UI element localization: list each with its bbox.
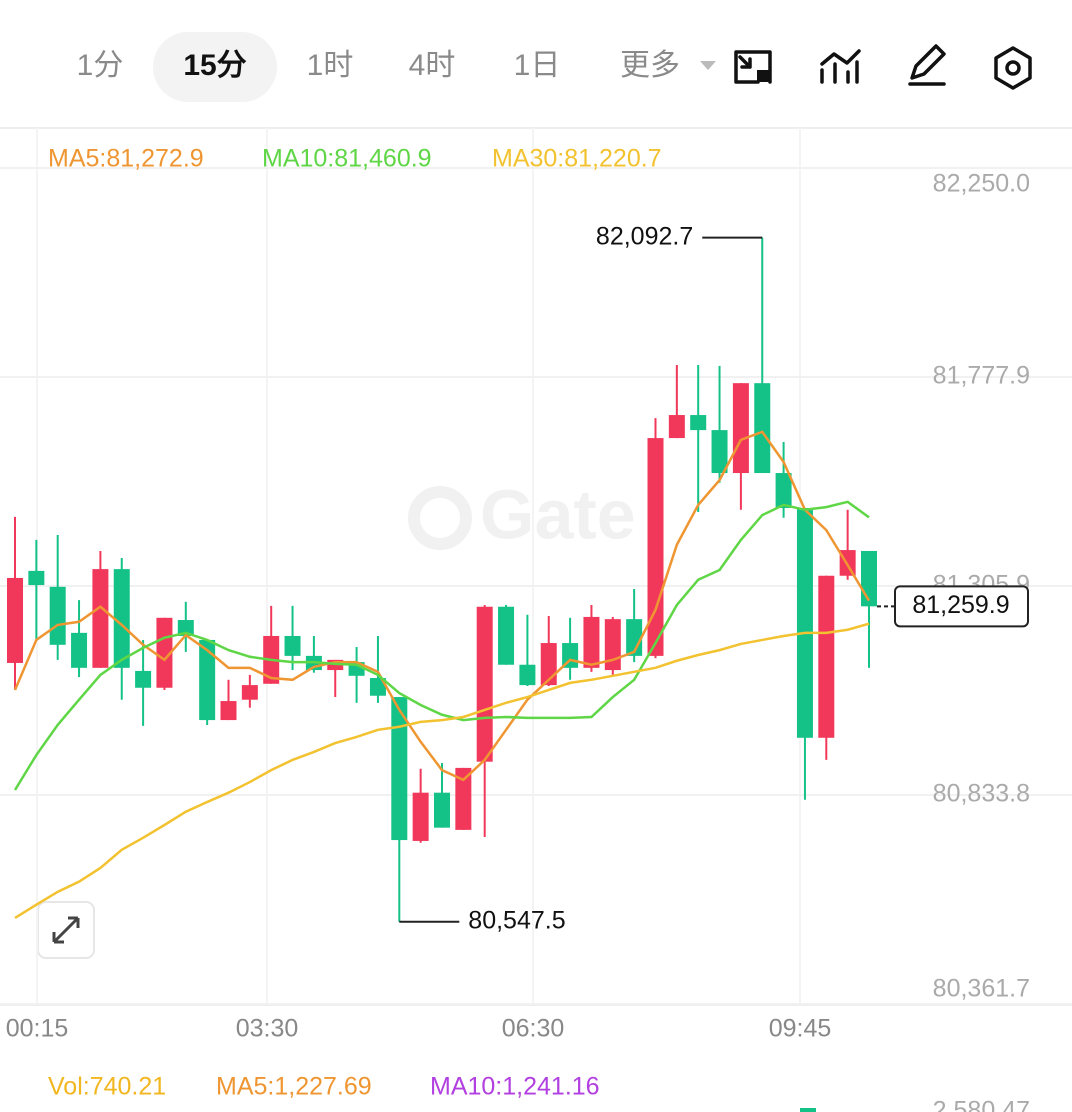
candle-body <box>818 575 835 738</box>
dropdown-arrow[interactable] <box>700 61 716 70</box>
y-tick-label: 80,833.8 <box>933 780 1030 808</box>
candle-body <box>71 632 88 668</box>
y-tick-label: 80,361.7 <box>933 975 1030 1003</box>
candle-body <box>156 617 173 688</box>
fullscreen-icon[interactable] <box>734 50 772 84</box>
volume-legend: MA5:1,227.69 <box>216 1073 372 1101</box>
draw-icon[interactable] <box>908 44 946 86</box>
candle-body <box>391 697 408 841</box>
candle-body <box>412 792 429 841</box>
candle-body <box>775 473 792 509</box>
y-tick-label: 81,777.9 <box>933 362 1030 390</box>
candle-body <box>796 508 813 738</box>
x-tick-label: 00:15 <box>6 1015 69 1043</box>
annotation-label: 82,092.7 <box>596 222 693 250</box>
volume-tick-label: 2,580.47 <box>933 1097 1030 1112</box>
candle-body <box>284 635 301 656</box>
toolbar: 更多 1分 15分 1时 4时 1日 <box>77 32 1032 102</box>
candle-body <box>732 383 749 474</box>
candle-body <box>668 415 685 439</box>
watermark-text: Gate <box>480 475 636 553</box>
candle-body <box>861 550 877 607</box>
settings-icon[interactable] <box>994 46 1032 90</box>
candle-body <box>434 792 450 828</box>
more-tab[interactable]: 更多 <box>620 49 680 82</box>
candle-body <box>199 639 216 721</box>
ma-line <box>13 430 871 782</box>
candle-body <box>369 678 386 696</box>
legend-entry: MA10:81,460.9 <box>262 145 432 173</box>
last-price-box <box>894 585 1029 628</box>
expand-icon[interactable] <box>52 916 80 944</box>
candle-body <box>455 767 472 830</box>
x-tick-label: 03:30 <box>236 1015 299 1043</box>
candle-body <box>476 606 493 762</box>
y-tick-label: 82,250.0 <box>933 170 1030 198</box>
volume-legend: Vol:740.21 <box>48 1073 166 1101</box>
candle-body <box>711 430 728 474</box>
candle-body <box>220 701 237 721</box>
candle-body <box>28 570 45 586</box>
candle-body <box>498 606 515 665</box>
candle-body <box>113 569 130 668</box>
candle-body <box>49 586 66 645</box>
candle-body <box>690 415 707 431</box>
ma-line <box>13 500 870 791</box>
x-tick-label: 09:45 <box>769 1015 832 1043</box>
indicator-icon[interactable] <box>820 49 861 84</box>
interval-tab[interactable]: 1日 <box>514 49 561 82</box>
watermark: Gate <box>408 475 636 553</box>
active-tab-bg <box>153 32 277 102</box>
candle-body <box>7 577 23 663</box>
candle-body <box>92 569 109 668</box>
x-tick-label: 06:30 <box>502 1015 565 1043</box>
candle-body <box>177 620 194 636</box>
candle-body <box>754 383 771 474</box>
interval-tab[interactable]: 4时 <box>409 49 456 82</box>
legend-entry: MA30:81,220.7 <box>492 145 662 173</box>
volume-legend: MA10:1,241.16 <box>430 1073 600 1101</box>
last-price-label: 81,259.9 <box>912 591 1009 619</box>
ma-line <box>14 622 870 920</box>
annotation-label: 80,547.5 <box>468 906 565 934</box>
candle-body <box>519 664 536 686</box>
candle-body <box>241 685 258 700</box>
legend-entry: MA5:81,272.9 <box>48 145 204 173</box>
interval-tab[interactable]: 15分 <box>183 49 246 82</box>
interval-tab[interactable]: 1时 <box>307 49 354 82</box>
candle-body <box>135 670 152 688</box>
interval-tab[interactable]: 1分 <box>77 49 124 82</box>
volume-bar <box>800 1108 816 1112</box>
candle-body <box>583 616 600 668</box>
